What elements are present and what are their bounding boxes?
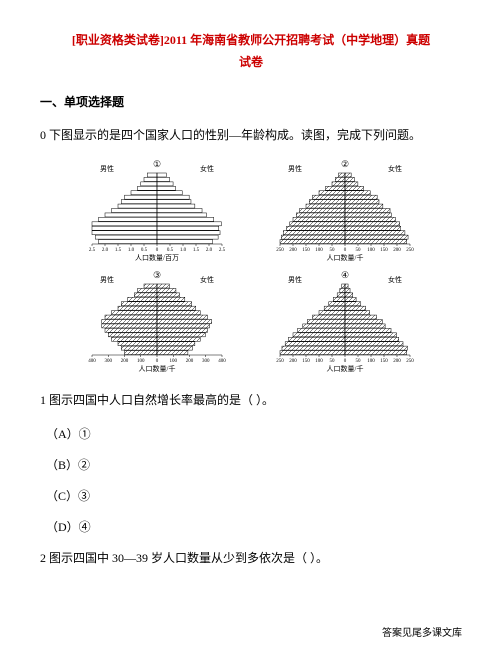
svg-text:1.0: 1.0 [180,248,187,253]
svg-text:2.5: 2.5 [89,248,96,253]
svg-text:50: 50 [330,248,336,253]
svg-text:②: ② [341,159,349,169]
option-c: （C）③ [46,487,462,504]
svg-text:女性: 女性 [200,275,214,284]
svg-text:50: 50 [356,248,362,253]
option-a: （A）① [46,425,462,442]
svg-text:男性: 男性 [288,164,302,173]
document-title: [职业资格类试卷]2011 年海南省教师公开招聘考试（中学地理）真题 试卷 [40,30,462,73]
svg-text:1.0: 1.0 [128,248,135,253]
svg-text:50: 50 [356,359,362,364]
pyramid-chart-2: ② 男性 女性 250 200 150 100 50 0 50 100 150 200 250 人口数量/千 [260,159,430,264]
svg-text:0: 0 [344,359,347,364]
title-prefix: [职业资格类试卷] [72,33,164,47]
svg-text:女性: 女性 [200,164,214,173]
svg-text:0: 0 [156,359,159,364]
svg-text:2.0: 2.0 [102,248,109,253]
svg-text:250: 250 [406,359,414,364]
svg-text:400: 400 [88,359,96,364]
svg-text:0: 0 [156,248,159,253]
svg-text:100: 100 [170,359,178,364]
svg-text:100: 100 [367,248,375,253]
svg-text:100: 100 [367,359,375,364]
svg-text:2.5: 2.5 [219,248,226,253]
intro-question: 0 下图显示的是四个国家人口的性别—年龄构成。读图，完成下列问题。 [40,126,462,145]
svg-text:人口数量/千: 人口数量/千 [139,364,176,373]
svg-text:0: 0 [344,248,347,253]
svg-text:200: 200 [393,359,401,364]
svg-text:女性: 女性 [388,275,402,284]
pyramid-chart-4: ④ 男性 女性 250 200 150 100 50 0 50 100 150 200 250 人口数量/千 [260,270,430,375]
svg-text:50: 50 [330,359,336,364]
svg-text:0.5: 0.5 [141,248,148,253]
svg-text:1.5: 1.5 [115,248,122,253]
svg-text:1.5: 1.5 [193,248,200,253]
svg-text:人口数量/千: 人口数量/千 [327,364,364,373]
svg-text:200: 200 [186,359,194,364]
footer-text: 答案见尾多课文库 [382,624,462,639]
pyramid-chart-3: ③ 男性 女性 400 300 200 100 0 100 200 300 400 人口数量/千 [72,270,242,375]
pyramid-chart-1: ① 男性 女性 2.5 2.0 1.5 1.0 0.5 0 0.5 1.0 1.5 2.0 2.5 人口数量… [72,159,242,264]
svg-text:男性: 男性 [288,275,302,284]
svg-text:250: 250 [276,359,284,364]
svg-text:300: 300 [202,359,210,364]
svg-text:150: 150 [302,248,310,253]
svg-text:150: 150 [302,359,310,364]
question-1: 1 图示四国中人口自然增长率最高的是（ ）。 [40,391,462,410]
title-suffix: 试卷 [239,55,263,69]
svg-text:0.5: 0.5 [167,248,174,253]
svg-text:400: 400 [218,359,226,364]
svg-text:女性: 女性 [388,164,402,173]
svg-text:150: 150 [380,359,388,364]
svg-text:200: 200 [393,248,401,253]
svg-text:男性: 男性 [100,164,114,173]
svg-text:200: 200 [121,359,129,364]
option-b: （B）② [46,456,462,473]
svg-text:250: 250 [406,248,414,253]
svg-text:200: 200 [289,248,297,253]
svg-text:100: 100 [315,248,323,253]
svg-text:男性: 男性 [100,275,114,284]
svg-text:①: ① [153,159,161,169]
section-heading: 一、单项选择题 [40,93,462,110]
title-main: 2011 年海南省教师公开招聘考试（中学地理）真题 [164,33,430,47]
svg-text:④: ④ [341,270,349,280]
svg-text:300: 300 [105,359,113,364]
svg-text:人口数量/百万: 人口数量/百万 [135,253,179,262]
svg-text:100: 100 [315,359,323,364]
question-2: 2 图示四国中 30—39 岁人口数量从少到多依次是（ ）。 [40,549,462,568]
charts-container: ①男性女性2.52.01.51.00.500.51.01.52.02.5人口数量… [40,159,462,375]
svg-text:③: ③ [153,270,161,280]
option-d: （D）④ [46,518,462,535]
svg-text:100: 100 [137,359,145,364]
svg-text:200: 200 [289,359,297,364]
svg-text:人口数量/千: 人口数量/千 [327,253,364,262]
svg-text:150: 150 [380,248,388,253]
svg-text:250: 250 [276,248,284,253]
svg-text:2.0: 2.0 [206,248,213,253]
